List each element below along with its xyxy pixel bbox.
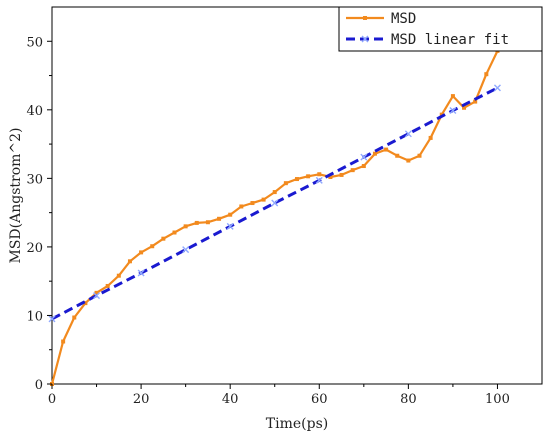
msd-point [94,290,99,295]
msd-point [473,99,478,104]
x-tick-label: 60 [311,392,328,407]
msd-point [339,172,344,177]
msd-point [239,204,244,209]
fit-point [449,107,457,114]
msd-point [384,147,389,152]
msd-point [395,153,400,158]
msd-point [283,181,288,186]
fit-point [360,153,368,161]
series-msd-linear-fit [48,84,501,323]
fit-point [271,199,279,207]
msd-point [116,273,121,278]
x-tick-label: 0 [48,392,56,407]
fit-point [93,292,101,300]
x-tick-label: 100 [485,392,510,407]
x-tick-label: 80 [400,392,417,407]
y-axis-title: MSD(Angstrom^2) [8,127,24,263]
axes-layer: 0 20 40 60 80 100 0 10 20 30 40 50 [26,35,509,407]
plot-area [51,6,543,385]
legend-item-msd: MSD [346,11,416,27]
msd-point [328,174,333,179]
x-tick-label: 40 [222,392,239,407]
msd-point [484,72,489,77]
msd-point [272,190,277,195]
msd-point [250,201,255,206]
msd-point [372,151,377,156]
msd-point [462,105,467,110]
fit-point [137,269,145,277]
legend-box [338,6,543,52]
msd-point [61,339,66,344]
msd-point [439,112,444,117]
fit-point [182,246,190,254]
fit-point [404,130,412,138]
msd-point [194,220,199,225]
msd-point [295,177,299,182]
y-tick-label: 40 [26,104,43,119]
legend-marker-msd [363,16,367,20]
x-tick-label: 20 [133,392,150,407]
msd-point [83,301,88,306]
msd-point [161,236,166,241]
msd-point [127,259,132,264]
fit-point [493,84,501,92]
msd-point [150,244,155,249]
series-layer [48,48,501,386]
legend-label-fit: MSD linear fit [391,32,509,48]
msd-point [217,216,222,221]
y-tick-label: 20 [26,241,43,256]
y-tick-label: 50 [26,35,43,50]
legend-label-msd: MSD [391,11,416,27]
fit-point [315,176,323,184]
fit-point [48,315,56,323]
legend: MSD MSD linear fit [338,6,543,52]
msd-point [428,135,433,140]
msd-point [306,174,311,179]
msd-point [406,158,411,163]
msd-point [417,153,422,158]
legend-marker-fit [361,35,369,43]
msd-point [350,168,355,173]
msd-point [205,220,210,225]
series-msd [50,48,500,386]
msd-point [450,94,455,99]
msd-point [261,197,266,202]
msd-point [317,172,322,177]
x-axis-title: Time(ps) [266,416,328,432]
msd-point [228,212,233,217]
y-tick-label: 30 [26,172,43,187]
msd-point [361,164,366,169]
msd-point [172,230,177,235]
plot-frame [51,6,543,385]
msd-point [139,250,144,255]
y-tick-label: 0 [35,378,43,393]
fit-point [226,222,234,230]
msd-point [105,283,110,288]
y-tick-label: 10 [26,309,43,324]
msd-point [183,224,188,229]
msd-point [72,315,77,320]
legend-item-fit: MSD linear fit [346,32,509,48]
